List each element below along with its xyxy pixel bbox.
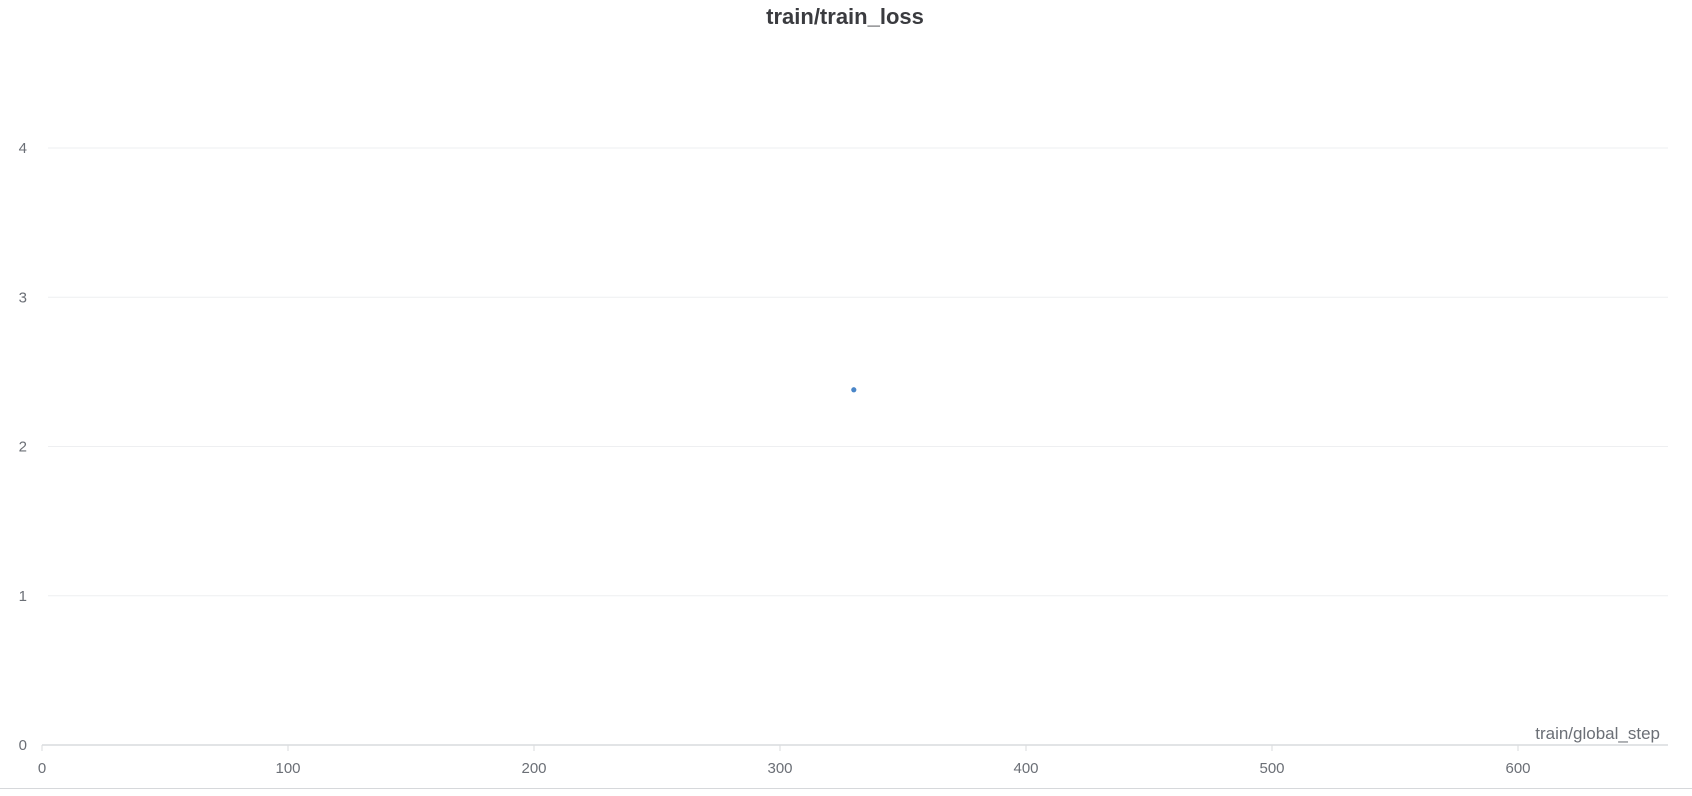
y-tick-label-2: 2 bbox=[19, 439, 27, 456]
data-point-0[interactable] bbox=[851, 387, 857, 393]
bottom-divider bbox=[0, 788, 1692, 789]
x-tick-label-200: 200 bbox=[521, 760, 546, 777]
y-tick-label-4: 4 bbox=[19, 140, 27, 157]
x-tick-label-600: 600 bbox=[1505, 760, 1530, 777]
x-tick-label-500: 500 bbox=[1259, 760, 1284, 777]
x-axis-ticks: 0 100 200 300 400 500 600 bbox=[38, 745, 1531, 777]
x-tick-label-400: 400 bbox=[1013, 760, 1038, 777]
x-tick-label-300: 300 bbox=[767, 760, 792, 777]
y-tick-label-0: 0 bbox=[19, 737, 27, 754]
x-tick-label-100: 100 bbox=[275, 760, 300, 777]
data-series[interactable] bbox=[851, 387, 857, 393]
y-tick-label-1: 1 bbox=[19, 588, 27, 605]
series-0[interactable] bbox=[851, 387, 857, 393]
x-axis-label: train/global_step bbox=[1535, 724, 1660, 743]
x-tick-label-0: 0 bbox=[38, 760, 46, 777]
chart-title: train/train_loss bbox=[766, 4, 924, 29]
grid-lines bbox=[48, 147, 1668, 597]
y-tick-label-3: 3 bbox=[19, 289, 27, 306]
y-axis-ticks: 0 1 2 3 4 bbox=[19, 140, 27, 754]
